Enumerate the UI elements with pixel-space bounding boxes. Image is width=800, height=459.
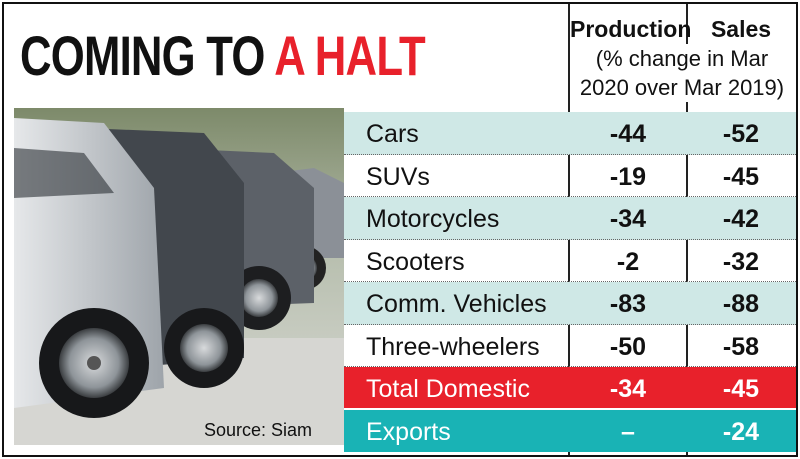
source-note: Source: Siam: [204, 420, 313, 440]
sales-value: -88: [722, 290, 760, 318]
production-value: -34: [609, 205, 647, 233]
sales-header: Sales: [710, 16, 772, 42]
parked-cars-image: [14, 108, 344, 445]
production-value: -19: [609, 162, 647, 191]
table-row: SUVs -19 -45: [344, 155, 796, 197]
sales-value: -32: [722, 247, 760, 276]
title-part-black: COMING TO: [20, 24, 265, 87]
table-row: Cars -44 -52: [344, 112, 796, 155]
row-label: Motorcycles: [366, 205, 500, 233]
page-title: COMING TO A HALT: [20, 28, 426, 84]
table-row: Scooters -2 -32: [344, 240, 796, 282]
table-row: Motorcycles -34 -42: [344, 197, 796, 240]
row-label: Cars: [366, 120, 419, 148]
production-value: -2: [616, 247, 640, 276]
sales-value: -24: [722, 417, 760, 446]
production-value: -50: [609, 332, 647, 361]
sales-value: -42: [722, 205, 760, 233]
production-value: -44: [609, 120, 647, 148]
row-label: Exports: [366, 417, 451, 446]
production-header: Production: [570, 16, 692, 42]
row-label: Three-wheelers: [366, 332, 540, 361]
table-row: Three-wheelers -50 -58: [344, 325, 796, 367]
table-row-exports: Exports – -24: [344, 409, 796, 452]
production-value: -83: [609, 290, 647, 318]
sales-value: -58: [722, 332, 760, 361]
row-label: Comm. Vehicles: [366, 290, 547, 318]
table-row-total-domestic: Total Domestic -34 -45: [344, 367, 796, 410]
row-label: Scooters: [366, 247, 465, 276]
production-value: –: [621, 417, 635, 446]
data-table: Cars -44 -52 SUVs -19 -45 Motorcycles -3…: [344, 112, 796, 452]
table-row: Comm. Vehicles -83 -88: [344, 282, 796, 325]
production-value: -34: [609, 375, 647, 403]
sales-value: -52: [722, 120, 760, 148]
sales-value: -45: [722, 162, 760, 191]
row-label: Total Domestic: [366, 375, 530, 403]
row-label: SUVs: [366, 162, 430, 191]
sales-value: -45: [722, 375, 760, 403]
header-note: (% change in Mar 2020 over Mar 2019): [570, 44, 794, 102]
title-part-red: A HALT: [274, 24, 425, 87]
car-front: [14, 118, 164, 418]
